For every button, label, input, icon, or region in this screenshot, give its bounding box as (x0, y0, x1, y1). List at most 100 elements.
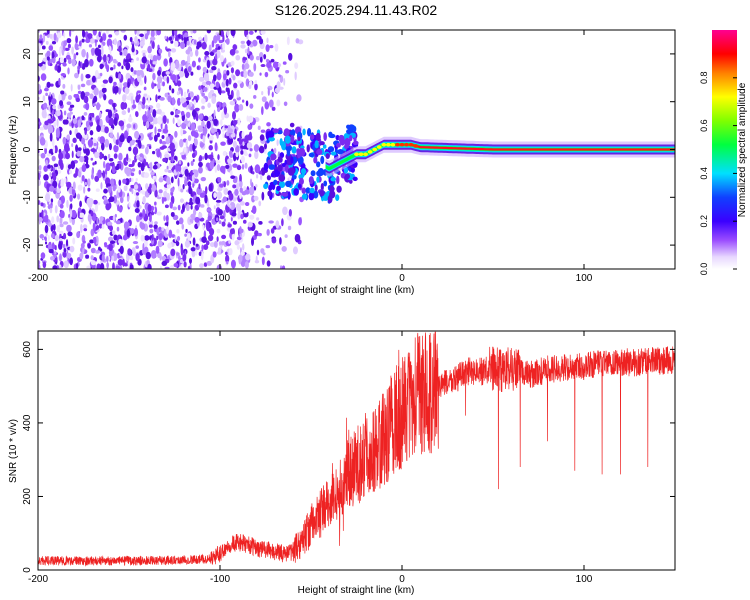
transition-blob (302, 128, 306, 136)
spectrogram-x-tick-label: 100 (576, 273, 593, 284)
spectrogram-y-tick-label: 0 (22, 146, 33, 152)
noise-blob (97, 44, 101, 49)
noise-blob (264, 71, 269, 78)
noise-blob (154, 201, 157, 206)
noise-blob (190, 204, 193, 210)
noise-blob (278, 74, 281, 78)
noise-blob (92, 222, 96, 232)
noise-blob (122, 234, 128, 241)
transition-blob (270, 153, 277, 161)
noise-blob (121, 65, 124, 70)
noise-blob (64, 177, 67, 183)
noise-blob (169, 264, 175, 269)
noise-blob (132, 99, 135, 105)
transition-blob (286, 148, 291, 157)
noise-blob (241, 163, 245, 170)
noise-blob (40, 202, 44, 207)
noise-blob (220, 30, 225, 37)
noise-blob (59, 57, 64, 64)
noise-blob (198, 57, 201, 63)
noise-blob (69, 104, 75, 108)
noise-blob (148, 162, 152, 168)
noise-blob (152, 150, 156, 155)
noise-blob (223, 218, 226, 222)
snr-x-label: Height of straight line (km) (298, 585, 415, 596)
noise-blob (157, 128, 162, 133)
noise-blob (97, 53, 102, 63)
noise-blob (143, 93, 148, 97)
noise-blob (44, 147, 47, 155)
noise-blob (152, 109, 157, 118)
noise-blob (157, 116, 163, 125)
noise-blob (134, 130, 140, 139)
noise-blob (189, 218, 193, 223)
noise-blob (234, 50, 239, 54)
noise-blob (240, 228, 244, 233)
noise-blob (246, 39, 250, 47)
noise-blob (183, 261, 187, 268)
noise-blob (49, 256, 55, 261)
noise-blob (148, 145, 152, 150)
noise-blob (56, 187, 61, 194)
noise-blob (192, 183, 195, 188)
noise-blob (89, 58, 94, 67)
noise-blob (46, 50, 51, 57)
noise-blob (38, 63, 43, 67)
noise-blob (90, 255, 94, 261)
noise-blob (212, 58, 218, 66)
noise-blob (187, 54, 191, 64)
transition-blob (281, 192, 289, 197)
noise-blob (47, 234, 50, 242)
noise-blob (153, 224, 158, 229)
transition-blob (276, 185, 281, 192)
noise-blob (204, 152, 208, 161)
transition-blob (306, 128, 312, 137)
snr-series-line (38, 331, 675, 567)
noise-blob (108, 34, 113, 38)
transition-blob (352, 176, 358, 182)
noise-blob (194, 216, 200, 223)
noise-blob (99, 263, 105, 269)
noise-blob (209, 59, 213, 66)
noise-blob (149, 183, 152, 189)
noise-blob (126, 95, 132, 101)
noise-blob (210, 127, 216, 134)
noise-blob (86, 265, 92, 269)
noise-blob (104, 138, 110, 148)
noise-blob (77, 119, 81, 128)
noise-blob (134, 207, 140, 213)
noise-blob (185, 96, 192, 101)
noise-blob (113, 38, 117, 46)
noise-blob (221, 221, 226, 227)
noise-blob (121, 110, 127, 116)
noise-blob (135, 252, 140, 262)
noise-blob (77, 65, 81, 71)
noise-blob (236, 164, 242, 171)
transition-blob (319, 141, 325, 146)
transition-blob (270, 172, 275, 178)
noise-blob (270, 227, 275, 234)
noise-blob (87, 199, 93, 209)
noise-blob (188, 257, 192, 264)
noise-blob (270, 58, 275, 63)
noise-blob (225, 254, 230, 263)
noise-blob (39, 40, 43, 44)
transition-blob (313, 156, 318, 164)
noise-blob (125, 61, 131, 71)
noise-blob (253, 95, 257, 99)
colorbar-tick-label: 0.6 (699, 119, 709, 132)
transition-blob (308, 152, 315, 158)
noise-blob (203, 86, 208, 92)
transition-blob (316, 148, 323, 156)
noise-blob (107, 236, 114, 242)
noise-blob (38, 260, 41, 266)
noise-blob (72, 237, 76, 245)
noise-blob (191, 174, 195, 183)
noise-blob (294, 233, 301, 243)
transition-blob (320, 155, 325, 165)
transition-blob (308, 176, 314, 185)
noise-blob (147, 45, 152, 54)
noise-blob (164, 92, 169, 98)
noise-blob (156, 75, 163, 84)
noise-blob (185, 139, 188, 148)
